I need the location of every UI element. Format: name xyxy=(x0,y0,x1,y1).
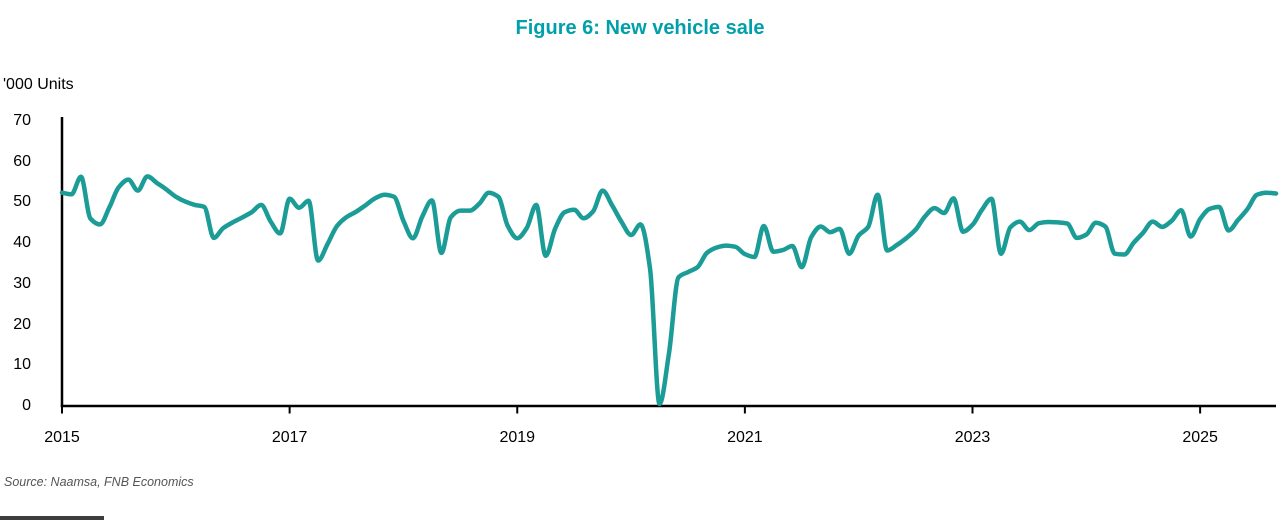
y-axis-unit-label: '000 Units xyxy=(3,76,74,93)
footer-rule xyxy=(0,516,104,520)
x-axis-label-2023: 2023 xyxy=(954,429,991,446)
x-axis-label-2017: 2017 xyxy=(271,429,308,446)
y-axis-label-20: 20 xyxy=(13,315,31,333)
chart-title: Figure 6: New vehicle sale xyxy=(515,17,765,39)
new-vehicle-sales-line xyxy=(59,174,1279,407)
y-axis-label-40: 40 xyxy=(13,234,31,252)
y-axis-label-70: 70 xyxy=(13,112,31,129)
x-axis-label-2019: 2019 xyxy=(499,429,536,446)
y-axis-label-10: 10 xyxy=(13,356,31,374)
y-axis-label-60: 60 xyxy=(13,152,31,170)
x-axis-label-2015: 2015 xyxy=(44,429,80,446)
source-note: Source: Naamsa, FNB Economics xyxy=(4,475,194,489)
x-axis-label-2021: 2021 xyxy=(727,429,763,446)
y-axis-label-30: 30 xyxy=(13,274,31,292)
x-axis-label-2025: 2025 xyxy=(1182,429,1218,446)
y-axis-label-0: 0 xyxy=(22,397,31,414)
y-axis-label-50: 50 xyxy=(13,193,31,211)
